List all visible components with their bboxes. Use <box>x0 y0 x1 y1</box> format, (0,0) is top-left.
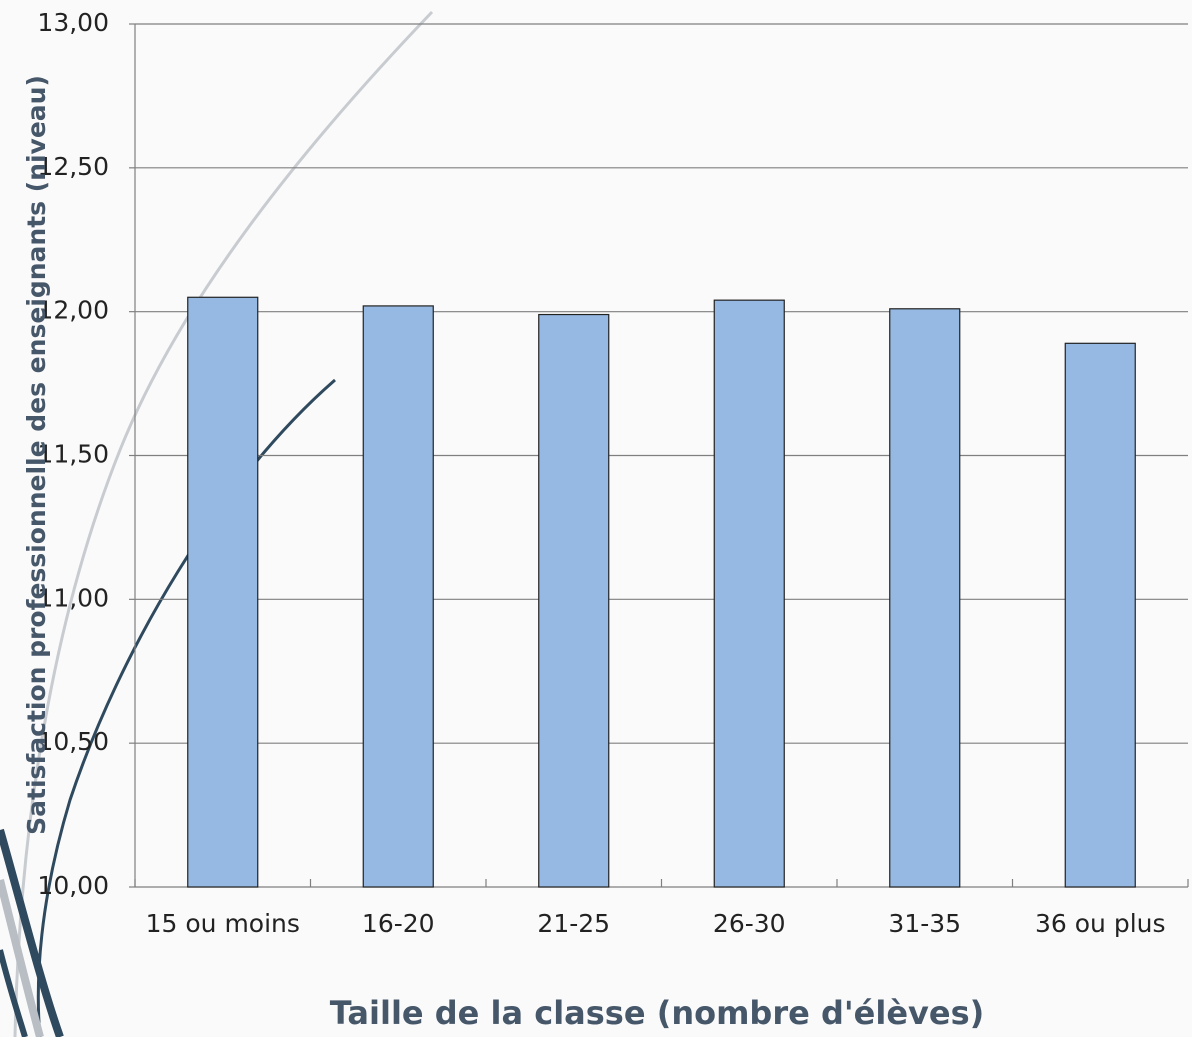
y-tick-label: 13,00 <box>37 8 109 37</box>
x-tick-label: 31-35 <box>888 909 961 938</box>
bar <box>713 299 785 888</box>
decor-curve <box>13 10 434 1037</box>
bar <box>889 308 961 888</box>
bar <box>362 305 434 888</box>
bar <box>538 313 610 888</box>
x-tick-label: 36 ou plus <box>1035 909 1166 938</box>
decor-curve <box>0 949 28 1037</box>
bar <box>187 296 259 888</box>
y-tick-label: 12,50 <box>37 152 109 181</box>
decor-curve <box>0 879 44 1037</box>
decor-curve <box>0 828 64 1037</box>
y-tick-label: 10,50 <box>37 727 109 756</box>
bar <box>1064 342 1136 888</box>
y-axis-title: Satisfaction professionnelle des enseign… <box>22 75 51 835</box>
y-tick-label: 11,00 <box>37 583 109 612</box>
x-tick-label: 21-25 <box>537 909 610 938</box>
x-tick-label: 16-20 <box>362 909 435 938</box>
y-tick-label: 12,00 <box>37 296 109 325</box>
x-tick-label: 15 ou moins <box>146 909 300 938</box>
x-tick-label: 26-30 <box>713 909 786 938</box>
plot: 10,00 10,50 11,00 11,50 12,00 12,50 13,00 15 ou… <box>37 8 1189 938</box>
x-axis-title: Taille de la classe (nombre d'élèves) <box>330 994 985 1032</box>
y-tick-label: 11,50 <box>37 440 109 469</box>
y-tick-label: 10,00 <box>37 871 109 900</box>
